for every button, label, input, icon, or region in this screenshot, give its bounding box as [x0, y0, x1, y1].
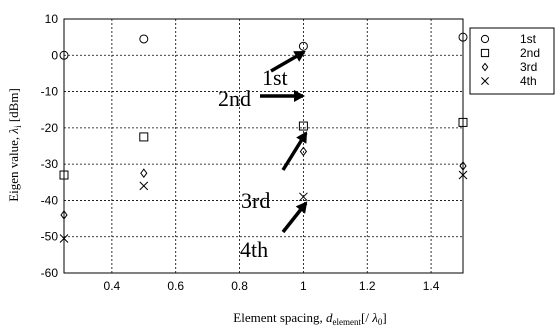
x-tick-label: 1.2	[359, 279, 376, 293]
y-tick-label: -50	[41, 230, 59, 244]
legend-box	[469, 27, 555, 95]
x-tick-label: 0.6	[167, 279, 184, 293]
data-point-1st	[139, 34, 149, 44]
data-point-4th	[299, 192, 308, 202]
y-tick-label: -30	[41, 157, 59, 171]
data-point-3rd	[459, 161, 467, 171]
data-point-2nd	[458, 117, 468, 127]
legend-marker-1st	[480, 34, 490, 44]
legend-label-4th: 4th	[520, 74, 537, 88]
grid	[64, 19, 463, 273]
annotation-arrowhead	[294, 90, 305, 102]
data-point-2nd	[59, 170, 69, 180]
y-tick-label: -10	[41, 85, 59, 99]
data-point-2nd	[298, 121, 308, 131]
data-point-1st	[59, 50, 69, 60]
y-tick-label: -20	[41, 121, 59, 135]
annotation-arrowhead	[293, 51, 306, 62]
legend-marker-4th	[481, 77, 489, 85]
legend-label-3rd: 3rd	[520, 60, 537, 74]
plot-border	[63, 18, 464, 274]
data-point-3rd	[140, 168, 148, 179]
data-point-3rd	[299, 146, 308, 157]
data-point-4th	[458, 170, 468, 180]
x-tick-label: 0.8	[231, 279, 248, 293]
legend-marker-2nd	[480, 48, 490, 58]
legend-label-2nd: 2nd	[520, 46, 540, 60]
data-point-4th	[139, 181, 149, 191]
annotation-label-2nd: 2nd	[218, 86, 251, 111]
y-tick-label: 10	[45, 12, 59, 26]
data-point-4th	[59, 234, 69, 243]
x-tick-label: 1	[300, 279, 307, 293]
annotation-arrowhead	[295, 201, 308, 214]
legend-marker-3rd	[481, 62, 489, 72]
x-tick-label: 0.4	[104, 279, 121, 293]
legend-label-1st: 1st	[520, 32, 537, 46]
data-point-3rd	[60, 210, 68, 220]
x-tick-label: 1.4	[423, 279, 440, 293]
data-point-1st	[298, 41, 308, 51]
y-axis-ticks: 10 0 -10 -20 -30 -40 -50 -60	[41, 12, 59, 280]
y-tick-label: -40	[41, 193, 59, 207]
y-tick-label: 0	[51, 48, 58, 62]
x-axis-label: Element spacing, delement[/ λ0]	[233, 310, 386, 327]
data-points	[59, 32, 468, 243]
data-point-2nd	[139, 132, 149, 142]
y-axis-label: Eigen value, λi [dBm]	[6, 88, 23, 202]
annotation-label-3rd: 3rd	[241, 188, 270, 213]
x-axis-ticks: 0.4 0.6 0.8 1 1.2 1.4	[104, 279, 440, 293]
y-tick-label: -60	[41, 266, 59, 280]
plot-area	[63, 18, 464, 274]
annotation-arrowhead	[296, 131, 308, 144]
annotation-label-4th: 4th	[240, 237, 268, 262]
data-point-1st	[458, 32, 468, 42]
